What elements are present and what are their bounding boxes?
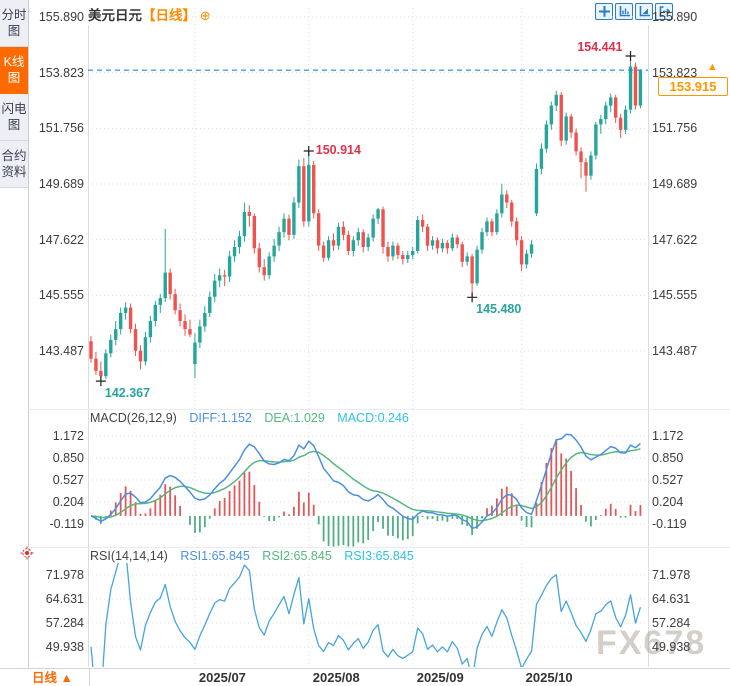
macd-axis-label: 1.172 xyxy=(652,429,684,443)
sidebar-item-contract-info[interactable]: 合约资料 xyxy=(0,141,28,188)
indicator-axis-icon[interactable] xyxy=(615,3,633,20)
bottom-bar: 日线 ▲ xyxy=(0,668,730,686)
price-axis-label: 143.487 xyxy=(38,344,84,358)
exit-chart-icon[interactable] xyxy=(655,3,673,20)
macd-axis-label: 1.172 xyxy=(52,429,84,443)
macd-macd-readout: MACD:0.246 xyxy=(337,411,409,425)
x-axis-label: 2025/08 xyxy=(312,670,360,685)
sidebar-item-timeshare[interactable]: 分时图 xyxy=(0,0,28,47)
trend-axis-icon[interactable] xyxy=(635,3,653,20)
plot-left-border xyxy=(88,25,89,667)
price-axis-label: 155.890 xyxy=(652,10,698,24)
period-arrow-icon: ▲ xyxy=(60,671,73,685)
macd-title: MACD(26,12,9) xyxy=(90,411,177,425)
macd-rsi-divider xyxy=(28,547,730,548)
x-axis-label: 2025/10 xyxy=(525,670,573,685)
macd-diff-readout: DIFF:1.152 xyxy=(189,411,252,425)
macd-dea-readout: DEA:1.029 xyxy=(264,411,325,425)
macd-axis-label: -0.119 xyxy=(652,516,687,531)
sidebar-item-lightning[interactable]: 闪电图 xyxy=(0,94,28,141)
current-price-badge: 153.915 xyxy=(658,77,728,96)
rsi3-readout: RSI3:65.845 xyxy=(344,549,414,563)
crosshair-icon[interactable] xyxy=(595,3,613,20)
macd-axis-label: 0.527 xyxy=(652,472,684,487)
price-axis-label: 155.890 xyxy=(38,10,84,24)
macd-axis-label: 0.204 xyxy=(652,494,684,509)
rsi2-readout: RSI2:65.845 xyxy=(262,549,332,563)
price-axis-label: 143.487 xyxy=(652,344,698,358)
macd-axis-label: -0.119 xyxy=(49,516,84,531)
jump-to-latest-icon[interactable]: ▲ xyxy=(707,61,718,73)
watermark: FX678 xyxy=(596,624,707,662)
rsi-axis-label: 64.631 xyxy=(45,592,84,606)
price-axis-label: 145.555 xyxy=(38,288,84,303)
x-axis-label: 2025/07 xyxy=(198,670,246,685)
rsi1-readout: RSI1:65.845 xyxy=(180,549,250,563)
high-annotation-154441: 154.441 xyxy=(577,40,623,55)
rsi-axis-label: 49.938 xyxy=(45,640,84,654)
rsi-canvas[interactable] xyxy=(88,563,648,667)
rsi-axis-label: 64.631 xyxy=(652,592,691,606)
sidebar-item-kline[interactable]: K线图 xyxy=(0,47,28,94)
x-axis-label: 2025/09 xyxy=(416,670,464,685)
rsi-title: RSI(14,14,14) xyxy=(90,549,168,563)
price-axis-label: 147.622 xyxy=(652,232,698,247)
macd-header: MACD(26,12,9) DIFF:1.152 DEA:1.029 MACD:… xyxy=(90,411,409,425)
symbol-name: 美元日元 xyxy=(88,8,142,23)
period-tag: 【日线】 xyxy=(142,8,196,23)
price-axis-label: 149.689 xyxy=(38,176,84,191)
rsi-header: RSI(14,14,14) RSI1:65.845 RSI2:65.845 RS… xyxy=(90,549,414,563)
high-annotation-150914: 150.914 xyxy=(315,142,361,157)
price-axis-label: 153.823 xyxy=(652,65,698,80)
period-selector[interactable]: 日线 ▲ xyxy=(0,669,90,686)
price-axis-label: 151.756 xyxy=(652,121,698,136)
rsi-axis-label: 71.978 xyxy=(652,568,691,582)
rsi-axis-label: 49.938 xyxy=(652,640,691,654)
rsi-axis-label: 71.978 xyxy=(45,568,84,582)
main-macd-divider xyxy=(28,409,730,410)
price-axis-label: 153.823 xyxy=(38,65,84,80)
macd-axis-label: 0.850 xyxy=(652,450,684,465)
plot-right-border xyxy=(648,25,649,667)
price-axis-label: 145.555 xyxy=(652,288,698,303)
price-axis-label: 147.622 xyxy=(38,232,84,247)
rsi-settings-icon[interactable] xyxy=(20,546,34,565)
macd-axis-label: 0.527 xyxy=(52,472,84,487)
chart-toolbar xyxy=(595,3,673,20)
sidebar: 分时图 K线图 闪电图 合约资料 xyxy=(0,0,29,668)
rsi-axis-label: 57.284 xyxy=(45,616,84,630)
period-label: 日线 xyxy=(32,671,58,685)
low-annotation-142367: 142.367 xyxy=(104,386,151,401)
macd-axis-label: 0.850 xyxy=(52,450,84,465)
candlestick-canvas[interactable] xyxy=(88,8,648,410)
macd-canvas[interactable] xyxy=(88,424,648,547)
price-axis-label: 149.689 xyxy=(652,176,698,191)
price-axis-label: 151.756 xyxy=(38,121,84,136)
chart-title: 美元日元【日线】 ⊕ xyxy=(88,4,211,23)
add-indicator-icon[interactable]: ⊕ xyxy=(199,8,211,23)
macd-axis-label: 0.204 xyxy=(52,494,84,509)
rsi-axis-label: 57.284 xyxy=(652,616,691,630)
low-annotation-145480: 145.480 xyxy=(476,302,522,317)
